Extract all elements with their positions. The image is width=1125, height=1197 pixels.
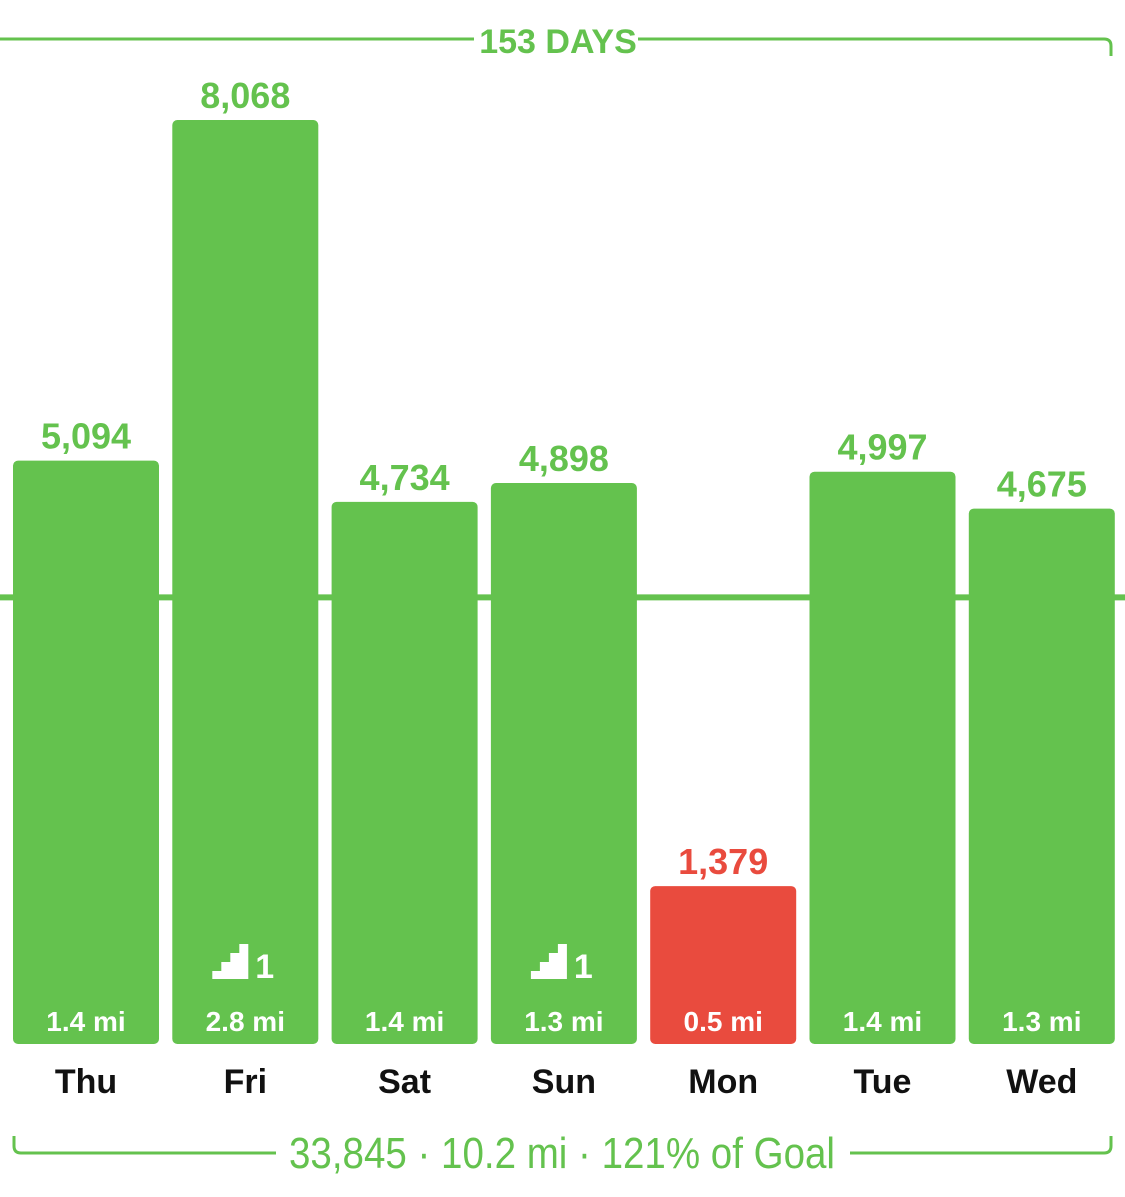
value-label-fri: 8,068 (200, 75, 290, 116)
distance-label-mon: 0.5 mi (684, 1006, 763, 1037)
distance-label-sat: 1.4 mi (365, 1006, 444, 1037)
distance-label-wed: 1.3 mi (1002, 1006, 1081, 1037)
day-label-mon: Mon (688, 1063, 758, 1101)
value-label-mon: 1,379 (678, 841, 768, 882)
bar-thu[interactable] (13, 460, 159, 1044)
floors-label-sun: 1 (574, 948, 593, 986)
value-label-wed: 4,675 (997, 464, 1087, 505)
bar-sat[interactable] (331, 501, 478, 1044)
day-label-tue: Tue (854, 1063, 912, 1101)
bars (13, 120, 1115, 1045)
distance-label-thu: 1.4 mi (46, 1006, 125, 1037)
floors-label-fri: 1 (255, 948, 274, 986)
value-label-sat: 4,734 (360, 457, 450, 498)
streak-header: 153 DAYS (0, 23, 1113, 61)
day-label-fri: Fri (224, 1063, 267, 1101)
day-label-sun: Sun (532, 1063, 596, 1101)
distance-label-tue: 1.4 mi (843, 1006, 922, 1037)
value-label-thu: 5,094 (41, 416, 131, 457)
summary-footer: 33,845 · 10.2 mi · 121% of Goal (12, 1129, 1113, 1178)
stairs-icon (212, 944, 249, 979)
summary-bracket (12, 1136, 1113, 1155)
value-label-tue: 4,997 (837, 427, 927, 468)
distance-label-sun: 1.3 mi (524, 1006, 603, 1037)
day-label-thu: Thu (55, 1063, 117, 1101)
bar-wed[interactable] (968, 508, 1115, 1044)
bar-sun[interactable] (490, 483, 637, 1044)
streak-bracket (0, 37, 1113, 56)
bar-mon[interactable] (650, 886, 797, 1044)
value-label-sun: 4,898 (519, 438, 609, 479)
streak-label: 153 DAYS (479, 23, 637, 61)
distance-label-fri: 2.8 mi (206, 1006, 285, 1037)
day-label-sat: Sat (378, 1063, 431, 1101)
bar-fri[interactable] (172, 120, 319, 1044)
bar-labels: 5,094 1.4 mi Thu 8,068 2.8 mi Fri 1 4,734 1.4 mi… (41, 75, 1087, 1101)
stairs-icon (530, 944, 567, 979)
bar-tue[interactable] (809, 471, 956, 1045)
day-label-wed: Wed (1006, 1063, 1077, 1101)
summary-label: 33,845 · 10.2 mi · 121% of Goal (289, 1129, 835, 1178)
